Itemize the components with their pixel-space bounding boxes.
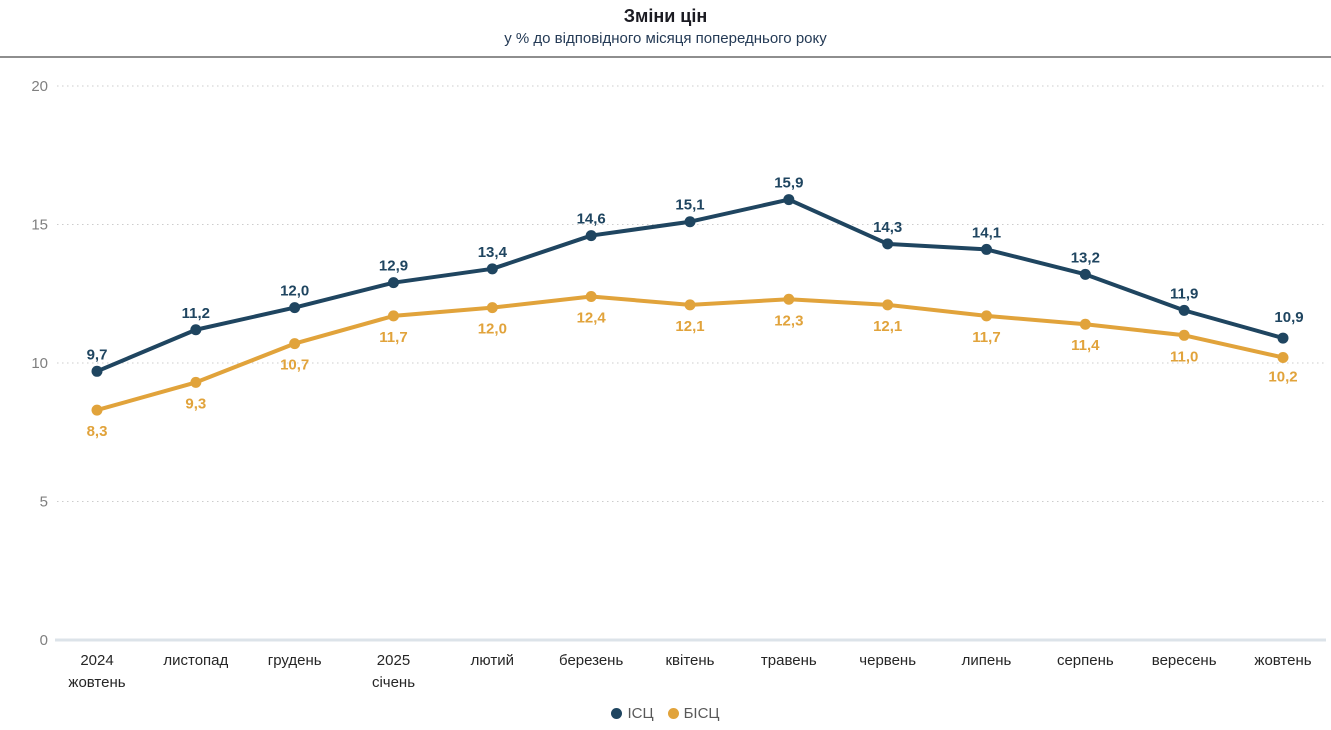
- legend-dot-bicp-icon: [667, 708, 679, 719]
- data-label-ІСЦ: 12,0: [280, 283, 309, 300]
- x-tick-label: березень: [559, 652, 623, 669]
- x-tick-label: лютий: [471, 652, 514, 669]
- x-tick-label: грудень: [268, 652, 322, 669]
- data-label-БІСЦ: 12,1: [675, 318, 704, 335]
- data-label-ІСЦ: 14,1: [972, 224, 1001, 241]
- data-label-БІСЦ: 12,1: [873, 318, 902, 335]
- data-label-ІСЦ: 15,9: [774, 175, 803, 192]
- x-tick-label: квітень: [665, 652, 714, 669]
- x-tick-label: червень: [859, 652, 916, 669]
- data-point-ІСЦ: [289, 302, 301, 314]
- data-label-БІСЦ: 12,3: [774, 312, 803, 329]
- data-point-ІСЦ: [882, 238, 894, 250]
- data-point-ІСЦ: [387, 277, 399, 289]
- data-point-БІСЦ: [585, 291, 597, 303]
- chart-legend: ІСЦ БІСЦ: [0, 705, 1331, 722]
- x-tick-label: листопад: [163, 652, 228, 669]
- price-change-line-chart: 0 5 10 15 20 2024 жовтень листопад грудень 2025 сі…: [31, 78, 1326, 691]
- data-label-БІСЦ: 11,7: [379, 329, 407, 346]
- data-point-ІСЦ: [585, 230, 597, 242]
- data-point-ІСЦ: [1178, 304, 1190, 316]
- data-label-ІСЦ: 14,6: [577, 211, 606, 228]
- x-tick-label: травень: [761, 652, 817, 669]
- data-point-ІСЦ: [486, 263, 498, 275]
- data-label-БІСЦ: 11,0: [1170, 348, 1198, 365]
- data-point-ІСЦ: [783, 194, 795, 206]
- data-label-ІСЦ: 9,7: [87, 346, 108, 363]
- data-point-ІСЦ: [980, 243, 992, 255]
- data-point-БІСЦ: [684, 299, 696, 311]
- y-tick-label: 10: [31, 355, 48, 372]
- data-label-ІСЦ: 13,2: [1071, 249, 1100, 266]
- chart-subtitle: у % до відповідного місяця попереднього …: [504, 30, 827, 47]
- data-point-БІСЦ: [980, 310, 992, 322]
- data-point-БІСЦ: [1079, 318, 1091, 330]
- data-label-ІСЦ: 11,9: [1170, 285, 1198, 302]
- data-point-БІСЦ: [882, 299, 894, 311]
- legend-label-bicp: БІСЦ: [683, 705, 720, 722]
- data-point-БІСЦ: [783, 293, 795, 305]
- legend-label-icp: ІСЦ: [627, 705, 654, 722]
- x-tick-label: вересень: [1152, 652, 1217, 669]
- data-point-БІСЦ: [486, 302, 498, 314]
- legend-dot-icp-icon: [611, 708, 623, 719]
- data-point-ІСЦ: [190, 324, 202, 336]
- data-label-БІСЦ: 11,4: [1071, 337, 1100, 354]
- legend-item-icp: ІСЦ: [611, 705, 654, 722]
- legend-item-bicp: БІСЦ: [667, 705, 720, 722]
- data-label-БІСЦ: 8,3: [87, 423, 108, 440]
- data-point-ІСЦ: [1079, 268, 1091, 280]
- data-point-ІСЦ: [1277, 332, 1289, 344]
- data-point-БІСЦ: [387, 310, 399, 322]
- data-label-БІСЦ: 10,2: [1268, 368, 1297, 385]
- chart-header: Зміни цін у % до відповідного місяця поп…: [0, 0, 1331, 58]
- data-label-БІСЦ: 9,3: [185, 395, 206, 412]
- y-tick-label: 20: [31, 78, 48, 95]
- data-point-БІСЦ: [1178, 329, 1190, 341]
- data-point-ІСЦ: [91, 365, 103, 377]
- x-tick-label: серпень: [1057, 652, 1114, 669]
- data-point-БІСЦ: [1277, 351, 1289, 363]
- data-label-ІСЦ: 10,9: [1274, 309, 1303, 326]
- y-tick-label: 15: [31, 217, 48, 234]
- x-tick-label: липень: [962, 652, 1012, 669]
- chart-title: Зміни цін: [623, 6, 708, 26]
- data-label-ІСЦ: 13,4: [478, 244, 508, 261]
- data-label-ІСЦ: 12,9: [379, 258, 408, 275]
- data-label-БІСЦ: 11,7: [972, 329, 1000, 346]
- data-point-БІСЦ: [91, 404, 103, 416]
- data-point-БІСЦ: [190, 376, 202, 388]
- y-tick-label: 0: [40, 632, 48, 649]
- x-tick-label: 2025: [377, 652, 410, 669]
- data-label-ІСЦ: 15,1: [675, 197, 704, 214]
- x-tick-label: 2024: [80, 652, 113, 669]
- data-label-БІСЦ: 12,0: [478, 321, 507, 338]
- x-tick-label: січень: [372, 674, 415, 691]
- data-point-БІСЦ: [289, 338, 301, 350]
- data-point-ІСЦ: [684, 216, 696, 228]
- data-label-БІСЦ: 10,7: [280, 357, 309, 374]
- data-label-ІСЦ: 14,3: [873, 219, 902, 236]
- y-tick-label: 5: [40, 494, 48, 511]
- data-label-ІСЦ: 11,2: [182, 305, 210, 322]
- x-tick-label: жовтень: [68, 674, 125, 691]
- x-tick-label: жовтень: [1254, 652, 1311, 669]
- data-label-БІСЦ: 12,4: [577, 310, 607, 327]
